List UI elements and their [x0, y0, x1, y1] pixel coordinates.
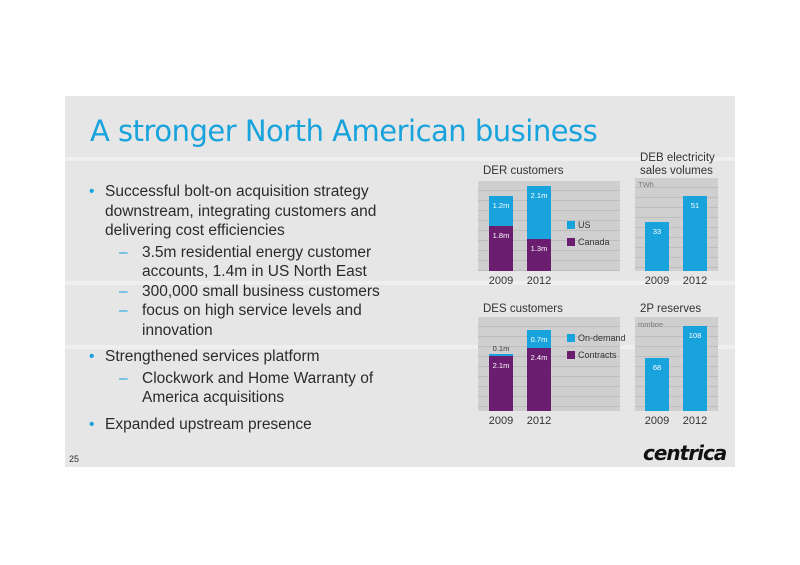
reserves-x-tick-label: 2012: [682, 415, 708, 427]
deb-plot-area: 33 51: [635, 178, 718, 271]
legend-swatch: [567, 351, 575, 359]
des-bar-on-demand-2009: [489, 353, 513, 357]
deb-x-tick-label: 2012: [682, 275, 708, 287]
des-data-label: 0.7m: [530, 335, 548, 345]
sub-bullet-item: –3.5m residential energy customer accoun…: [119, 243, 372, 281]
der-data-label: 1.8m: [492, 231, 510, 240]
der-data-label: 1.3m: [530, 243, 548, 253]
dash-icon: –: [119, 302, 128, 319]
reserves-bar-value-2012: [683, 326, 707, 411]
legend-swatch: [567, 238, 575, 246]
page-title: A stronger North American business: [90, 114, 598, 148]
legend-swatch: [567, 221, 575, 229]
bullet-item: • Strengthened services platform: [89, 348, 320, 365]
der-bar-us-2009: [489, 196, 513, 226]
deb-data-label: 51: [690, 200, 700, 210]
der-plot-area: 1.8m 1.2m 1.3m 2.1m: [478, 181, 620, 271]
bullet-dot-icon: •: [89, 348, 95, 365]
reserves-unit-label: mmboe: [638, 320, 664, 329]
legend-label: On-demand: [578, 333, 626, 343]
reserves-data-label: 108: [688, 331, 702, 341]
sub-bullet-item: – Clockwork and Home Warranty of America …: [119, 369, 374, 407]
deb-x-tick-label: 2009: [644, 275, 670, 287]
legend-swatch: [567, 334, 575, 342]
des-data-label: 2.1m: [492, 361, 510, 371]
legend-label: US: [578, 220, 591, 230]
bullet-list: • Successful bolt-on acquisition strategy…: [89, 182, 429, 436]
reserves-data-label: 68: [652, 362, 662, 372]
des-bar-on-demand-2012: [527, 330, 551, 349]
legend-label: Contracts: [578, 350, 617, 360]
divider: [65, 281, 735, 285]
centrica-logo: centrica: [643, 441, 727, 465]
reserves-plot-area: 68 108: [635, 317, 718, 411]
divider: [65, 345, 735, 349]
dash-icon: –: [119, 369, 128, 387]
divider: [65, 157, 735, 161]
bullet-item: • Successful bolt-on acquisition strategy…: [89, 183, 377, 239]
sub-bullet-item: – focus on high service levels and innova…: [119, 302, 362, 339]
der-bar-canada-2012: [527, 238, 551, 271]
der-x-tick-label: 2012: [526, 275, 552, 287]
der-x-tick-label: 2009: [488, 275, 514, 287]
deb-bar-value-2012: [683, 195, 707, 271]
dash-icon: –: [119, 243, 128, 261]
des-bar-contracts-2012: [527, 348, 551, 411]
slide-panel: A stronger North American business • Succ…: [65, 96, 735, 467]
des-legend-item: On-demand: [567, 333, 626, 343]
der-bar-canada-2009: [489, 226, 513, 271]
der-bar-us-2012: [527, 186, 551, 239]
reserves-bar-value-2009: [645, 357, 669, 411]
des-data-label: 2.4m: [530, 353, 548, 363]
deb-bar-value-2009: [645, 222, 669, 271]
der-chart-title: DER customers: [483, 165, 564, 177]
des-chart-title: DES customers: [483, 303, 563, 315]
bullet-item: • Expanded upstream presence: [89, 415, 312, 433]
reserves-chart-title: 2P reserves: [640, 303, 702, 315]
dash-icon: –: [119, 282, 128, 300]
des-x-tick-label: 2009: [488, 415, 514, 427]
der-data-label: 2.1m: [530, 191, 548, 200]
reserves-x-tick-label: 2009: [644, 415, 670, 427]
der-legend-item: US: [567, 220, 591, 230]
bullet-dot-icon: •: [89, 415, 95, 433]
page-number: 25: [69, 454, 80, 464]
der-data-label: 1.2m: [492, 201, 510, 210]
legend-label: Canada: [578, 237, 610, 247]
bullet-dot-icon: •: [89, 183, 95, 200]
des-plot-area: 2.1m 0.1m 2.4m 0.7m: [478, 317, 620, 411]
des-bar-contracts-2009: [489, 356, 513, 411]
der-legend-item: Canada: [567, 237, 610, 247]
deb-data-label: 33: [652, 227, 662, 237]
deb-chart-title: DEB electricity sales volumes: [640, 152, 715, 177]
des-legend-item: Contracts: [567, 350, 617, 360]
sub-bullet-item: –300,000 small business customers: [119, 282, 380, 300]
des-x-tick-label: 2012: [526, 415, 552, 427]
deb-unit-label: TWh: [638, 180, 654, 189]
des-data-label: 0.1m: [492, 343, 510, 353]
